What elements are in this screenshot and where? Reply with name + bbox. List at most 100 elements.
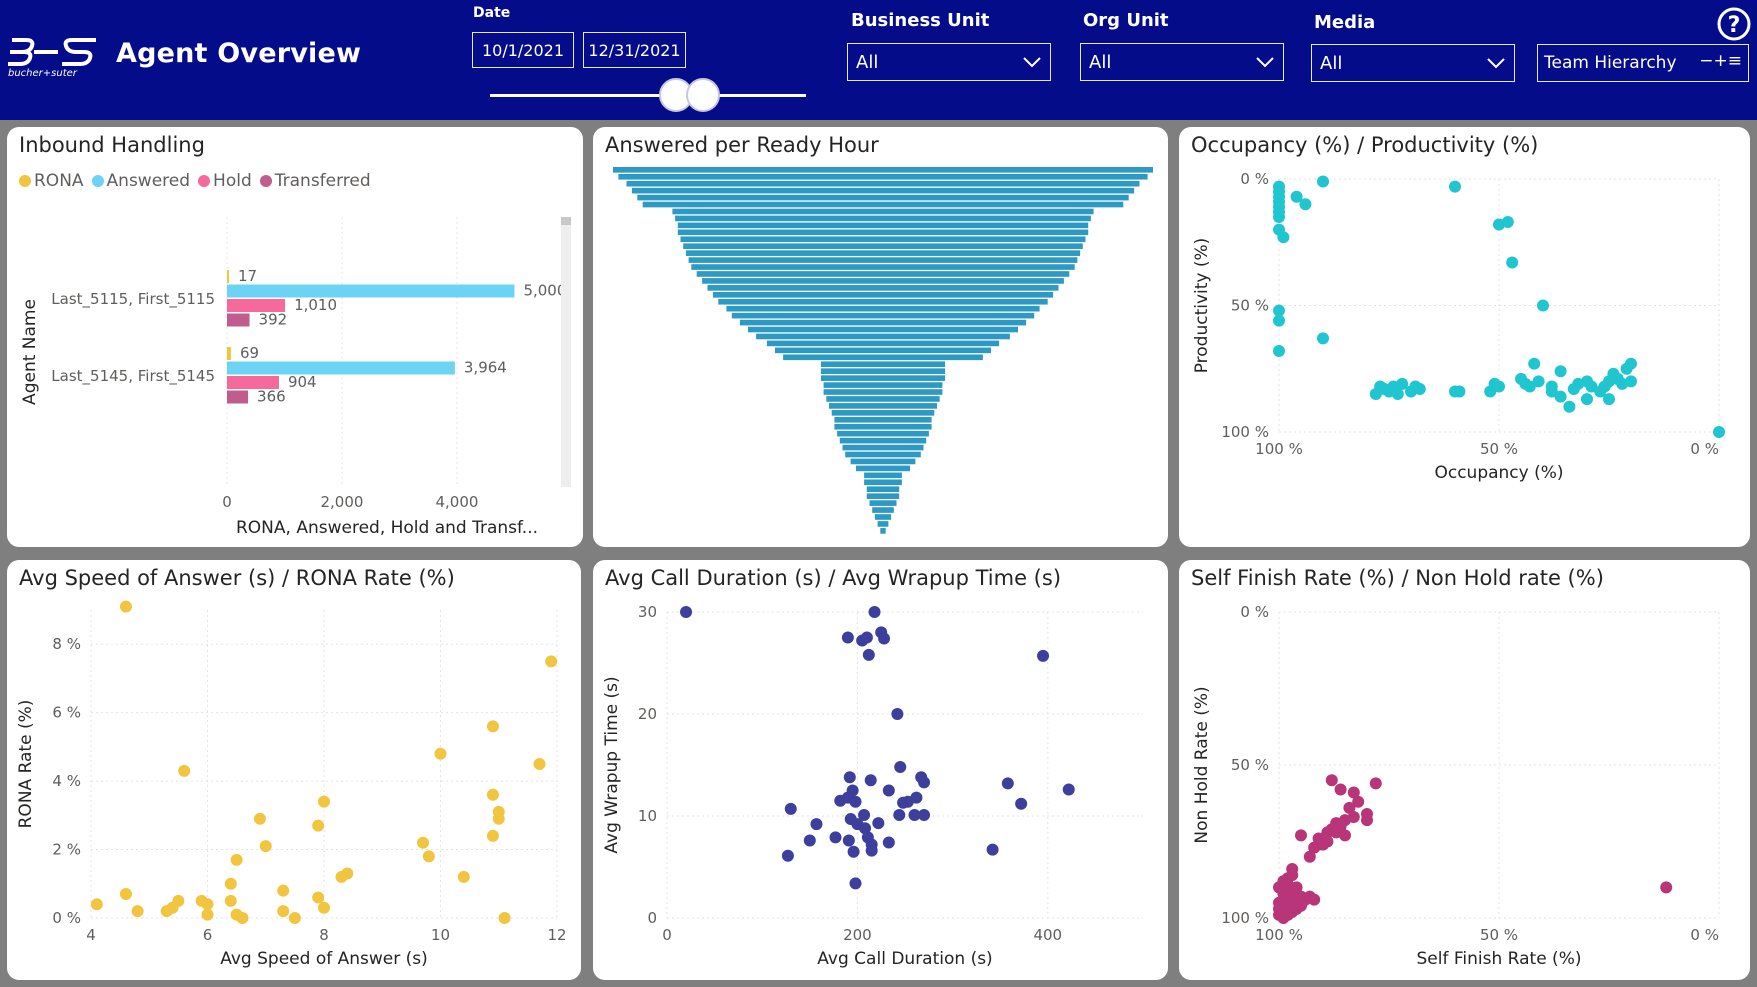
inbound-title: Inbound Handling	[19, 133, 205, 157]
data-point	[1015, 797, 1028, 810]
help-icon[interactable]: ?	[1716, 6, 1752, 42]
occupancy-productivity-card[interactable]: 100 % 50 % 0 % 0 % 50 % 100 % Occupancy (%) Pro…	[1179, 127, 1750, 547]
data-point	[865, 844, 878, 857]
funnel-bar	[826, 396, 940, 402]
data-point	[918, 808, 931, 821]
data-point	[847, 845, 860, 858]
self-finish-nonhold-card[interactable]: 100 % 50 % 0 % 0 % 50 % 100 % Self Finish Rate…	[1179, 560, 1750, 980]
data-point	[843, 771, 856, 784]
funnel-bar	[864, 479, 902, 486]
data-point	[1273, 314, 1285, 327]
x-tick-label: 12	[547, 926, 566, 944]
data-point	[1713, 426, 1725, 438]
y-tick-label: 0	[647, 909, 657, 927]
data-point	[908, 808, 921, 821]
team-hierarchy-slicer[interactable]: Team Hierarchy −+≡	[1537, 44, 1749, 82]
funnel-bar	[872, 507, 894, 513]
funnel-bar	[626, 180, 1140, 187]
funnel-bar	[631, 187, 1135, 194]
data-point	[1277, 884, 1290, 897]
bar-transferred	[227, 313, 250, 327]
date-label: Date	[473, 5, 511, 21]
data-point	[1506, 256, 1519, 269]
legend-answered[interactable]: Answered	[91, 171, 190, 191]
funnel-bar	[775, 347, 991, 354]
chevron-down-icon	[1487, 58, 1505, 69]
data-point	[1339, 829, 1351, 842]
data-point	[1554, 365, 1567, 378]
call-duration-wrapup-card[interactable]: 0 200 400 0 10 20 30 Avg Call Duration (s) Avg W…	[593, 560, 1168, 980]
x-tick-label: 0	[662, 926, 672, 944]
x-tick-label: 50 %	[1480, 440, 1518, 458]
y-tick-label: 4 %	[52, 772, 81, 790]
data-point	[253, 812, 266, 825]
data-point	[201, 898, 214, 911]
x-tick-label: 10	[431, 926, 450, 944]
asa-title: Avg Speed of Answer (s) / RONA Rate (%)	[19, 566, 455, 590]
legend-transferred[interactable]: Transferred	[259, 171, 371, 191]
chevron-down-icon	[1023, 57, 1041, 68]
bar-transferred	[227, 390, 249, 404]
data-point	[312, 819, 325, 832]
data-point	[861, 831, 874, 844]
funnel-bar	[637, 194, 1129, 201]
y-tick-label: 100 %	[1221, 423, 1269, 441]
data-label: 366	[257, 388, 286, 406]
org-unit-dropdown[interactable]: All	[1080, 43, 1284, 81]
inbound-handling-card[interactable]: 0 2,000 4,000 Last_5115, First_5115 17 5,000 1…	[7, 127, 583, 547]
media-dropdown[interactable]: All	[1311, 44, 1515, 82]
data-point	[862, 648, 875, 661]
answered-per-ready-hour-card[interactable]: Answered per Ready Hour	[593, 127, 1168, 547]
data-point	[893, 808, 906, 821]
date-slider-track[interactable]	[490, 94, 806, 97]
data-point	[868, 606, 881, 618]
funnel-bar	[766, 340, 1000, 347]
category-label: Last_5115, First_5115	[51, 290, 215, 309]
bar-rona	[227, 270, 229, 283]
funnel-bar	[685, 250, 1081, 256]
hierarchy-expand-collapse-icon[interactable]: −+≡	[1699, 51, 1742, 71]
data-point	[1554, 390, 1567, 403]
y-tick-label: 100 %	[1221, 909, 1269, 927]
asa-rona-card[interactable]: 4 6 8 10 12 0 % 2 % 4 % 6 % 8 % Avg Speed of Answe…	[7, 560, 581, 980]
funnel-bar	[874, 514, 892, 520]
funnel-bar	[839, 437, 927, 444]
data-point	[119, 888, 132, 901]
data-label: 392	[259, 311, 288, 329]
data-label: 17	[238, 267, 257, 285]
funnel-title: Answered per Ready Hour	[605, 133, 879, 157]
funnel-bar	[618, 173, 1148, 180]
data-point	[131, 905, 144, 918]
page-title: Agent Overview	[116, 38, 362, 69]
date-start-input[interactable]: 10/1/2021	[472, 32, 574, 68]
data-point	[457, 870, 470, 883]
bar-rona	[227, 347, 231, 360]
funnel-bar	[712, 291, 1054, 298]
team-hierarchy-label: Team Hierarchy	[1544, 53, 1677, 73]
funnel-bar	[877, 521, 889, 527]
x-tick-label: 400	[1033, 926, 1062, 944]
data-point	[1062, 783, 1075, 796]
x-axis-title: RONA, Answered, Hold and Transf...	[236, 518, 538, 538]
data-point	[318, 901, 330, 914]
business-unit-dropdown[interactable]: All	[847, 43, 1051, 81]
date-slider-end-handle[interactable]	[686, 78, 720, 112]
data-point	[1347, 786, 1360, 799]
funnel-bar	[856, 465, 910, 472]
org-unit-label: Org Unit	[1083, 10, 1169, 31]
data-point	[1449, 180, 1461, 193]
date-end-input[interactable]: 12/31/2021	[583, 32, 686, 68]
data-point	[1299, 198, 1312, 211]
funnel-bar	[677, 222, 1089, 229]
legend-hold[interactable]: Hold	[198, 171, 252, 191]
bar-hold	[227, 299, 286, 312]
legend-rona[interactable]: RONA	[19, 171, 84, 191]
y-tick-label: 20	[638, 705, 657, 723]
data-point	[1277, 912, 1290, 924]
x-tick-label: 100 %	[1255, 440, 1303, 458]
data-point	[201, 908, 214, 921]
y-tick-label: 8 %	[52, 635, 81, 653]
funnel-bar	[731, 312, 1035, 319]
scrollbar	[561, 217, 571, 487]
data-point	[860, 631, 873, 644]
